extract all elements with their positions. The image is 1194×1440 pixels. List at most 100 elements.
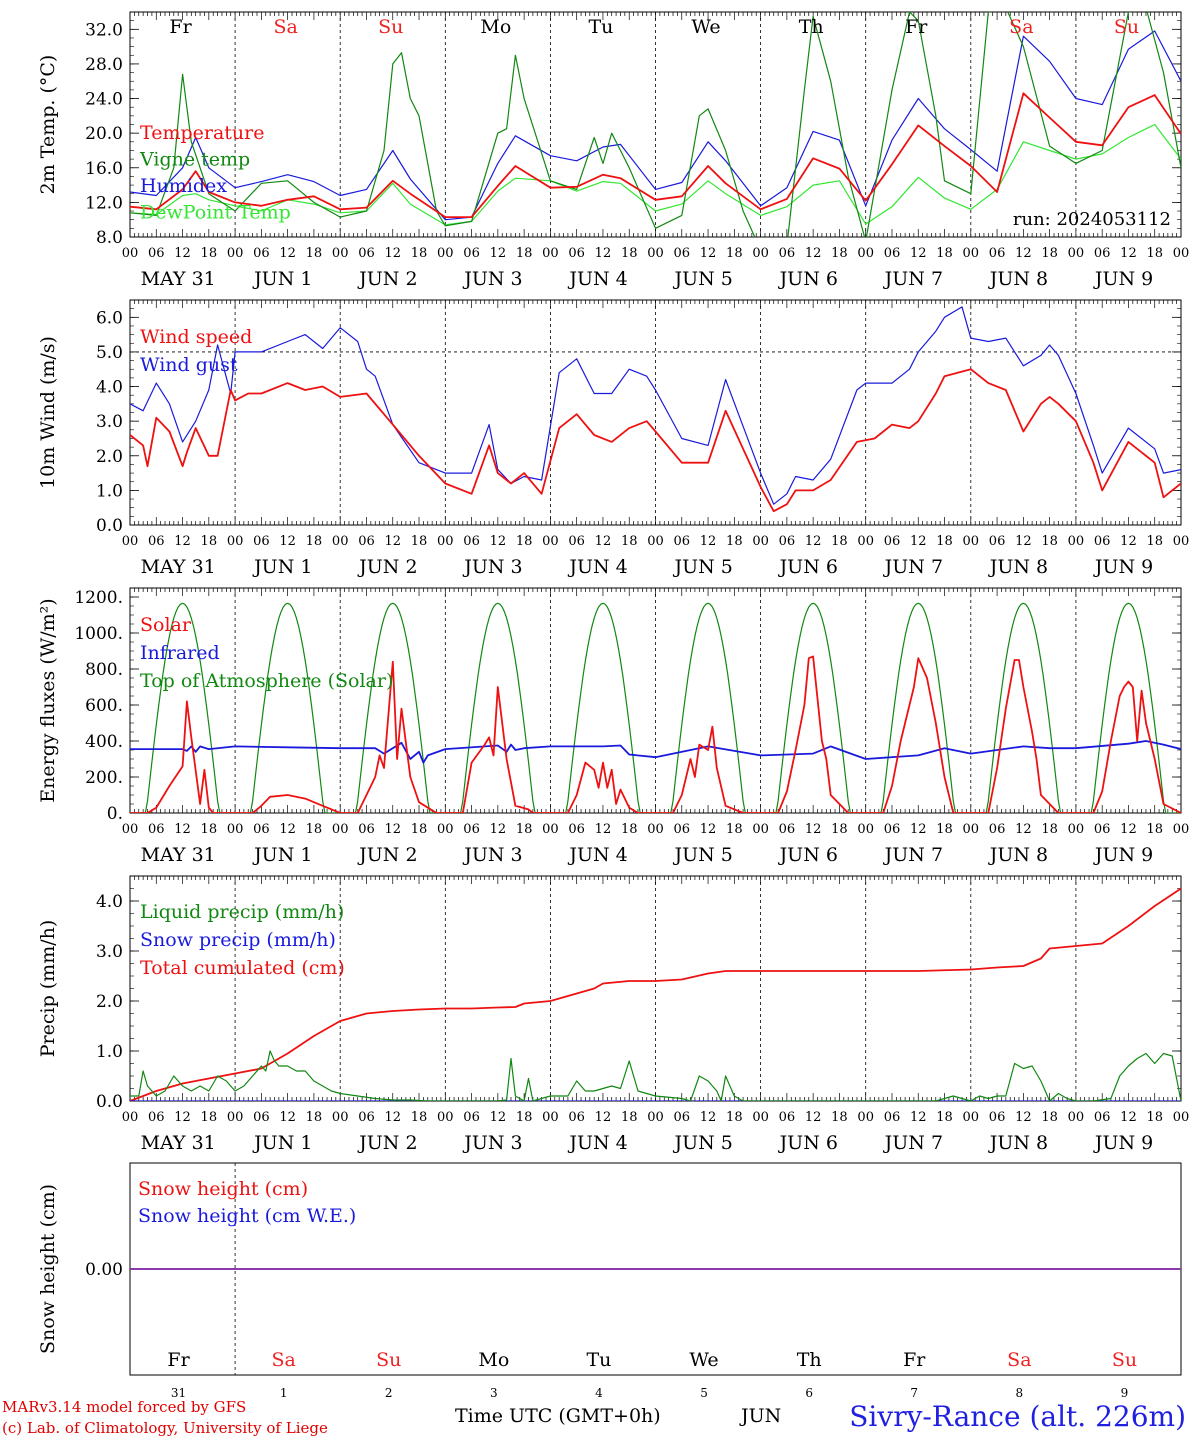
hour-label: 18 (1146, 1110, 1163, 1125)
hour-label: 12 (174, 1110, 191, 1125)
hour-label: 12 (279, 1110, 296, 1125)
hour-label: 00 (1068, 822, 1085, 837)
hour-label: 00 (542, 822, 559, 837)
hour-label: 18 (831, 1110, 848, 1125)
hour-label: 18 (1146, 246, 1163, 261)
day-number-label: 2 (385, 1386, 393, 1400)
date-label: JUN 8 (988, 1132, 1048, 1154)
hour-label: 00 (963, 534, 980, 549)
plot-area (130, 887, 1181, 1101)
hour-label: 18 (411, 1110, 428, 1125)
hour-label: 12 (1015, 822, 1032, 837)
hour-label: 06 (463, 1110, 480, 1125)
hour-label: 00 (332, 1110, 349, 1125)
y-tick-label: 0.0 (96, 516, 123, 536)
weekday-label: Tu (586, 1349, 611, 1371)
hour-label: 18 (201, 822, 218, 837)
y-tick-label: 16.0 (85, 159, 123, 179)
hour-label: 18 (1041, 534, 1058, 549)
hour-label: 12 (384, 246, 401, 261)
hour-label: 18 (201, 246, 218, 261)
day-number-label: 8 (1016, 1386, 1024, 1400)
hour-label: 12 (910, 246, 927, 261)
y-tick-label: 3.0 (96, 412, 123, 432)
hour-label: 12 (1015, 1110, 1032, 1125)
weekday-label: Th (797, 1349, 822, 1371)
weekday-label: Sa (1009, 16, 1033, 38)
date-label: JUN 3 (462, 1132, 522, 1154)
day-number-label: 3 (490, 1386, 498, 1400)
hour-label: 12 (1120, 246, 1137, 261)
day-number-label: 6 (805, 1386, 813, 1400)
date-label: MAY 31 (141, 844, 216, 866)
plot-area (130, 602, 1181, 813)
weekday-label: Fr (905, 16, 928, 38)
day-number-label: 7 (910, 1386, 918, 1400)
hour-label: 06 (568, 534, 585, 549)
y-axis-label: Energy fluxes (W/m²) (37, 598, 59, 802)
date-label: JUN 2 (357, 844, 417, 866)
hour-label: 18 (1041, 1110, 1058, 1125)
hour-label: 06 (1094, 246, 1111, 261)
series-line-top-of-atmosphere-solar (130, 602, 1181, 813)
date-label: JUN 4 (567, 268, 627, 290)
date-label: JUN 2 (357, 556, 417, 578)
hour-label: 18 (411, 246, 428, 261)
hour-label: 12 (490, 1110, 507, 1125)
hour-label: 12 (805, 534, 822, 549)
hour-label: 06 (1094, 822, 1111, 837)
y-tick-label: 8.0 (96, 228, 123, 248)
hour-label: 18 (201, 1110, 218, 1125)
hour-label: 06 (463, 534, 480, 549)
hour-label: 00 (122, 246, 139, 261)
date-label: JUN 7 (883, 1132, 943, 1154)
hour-label: 12 (1015, 246, 1032, 261)
plot-area (130, 12, 1181, 237)
legend-entry: Snow precip (mm/h) (140, 929, 336, 951)
hour-label: 00 (227, 1110, 244, 1125)
date-label: JUN 8 (988, 268, 1048, 290)
y-tick-label: 12.0 (85, 193, 123, 213)
weekday-label: Sa (273, 16, 297, 38)
weekday-label: Su (378, 16, 403, 38)
hour-label: 12 (595, 534, 612, 549)
hour-label: 12 (1120, 534, 1137, 549)
weekday-label: Su (1112, 1349, 1137, 1371)
y-tick-label: 1.0 (96, 481, 123, 501)
hour-label: 00 (227, 534, 244, 549)
hour-label: 00 (857, 246, 874, 261)
hour-label: 00 (963, 246, 980, 261)
hour-label: 00 (857, 534, 874, 549)
y-axis-label: 10m Wind (m/s) (37, 336, 59, 489)
hour-label: 12 (700, 1110, 717, 1125)
y-tick-label: 4.0 (96, 892, 123, 912)
date-label: JUN 5 (672, 556, 732, 578)
hour-label: 12 (1120, 1110, 1137, 1125)
hour-label: 18 (411, 822, 428, 837)
hour-label: 18 (306, 822, 323, 837)
date-label: JUN 9 (1093, 1132, 1153, 1154)
weekday-label: We (689, 1349, 718, 1371)
hour-label: 00 (647, 1110, 664, 1125)
hour-label: 12 (384, 534, 401, 549)
hour-label: 18 (936, 1110, 953, 1125)
hour-label: 06 (779, 822, 796, 837)
y-tick-label: 0.0 (96, 1092, 123, 1112)
hour-label: 12 (595, 1110, 612, 1125)
hour-label: 00 (542, 246, 559, 261)
hour-label: 00 (752, 534, 769, 549)
date-label: JUN 1 (252, 556, 312, 578)
series-line-total-cumulated-cm (130, 887, 1181, 1101)
hour-label: 18 (831, 822, 848, 837)
hour-label: 00 (437, 534, 454, 549)
date-label: JUN 6 (778, 1132, 838, 1154)
date-label: JUN 3 (462, 268, 522, 290)
hour-label: 18 (516, 534, 533, 549)
hour-label: 06 (358, 1110, 375, 1125)
hour-label: 12 (174, 822, 191, 837)
y-tick-label: 800. (85, 660, 123, 680)
hour-label: 00 (647, 534, 664, 549)
hour-label: 00 (1068, 246, 1085, 261)
